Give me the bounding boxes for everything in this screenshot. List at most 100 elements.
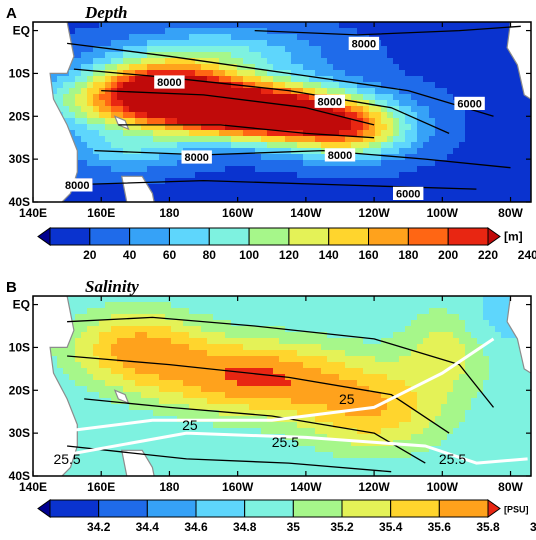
field-cell bbox=[171, 386, 178, 393]
field-cell bbox=[201, 398, 208, 405]
field-cell bbox=[339, 374, 346, 381]
field-cell bbox=[501, 112, 508, 119]
field-cell bbox=[393, 136, 400, 143]
field-cell bbox=[159, 386, 166, 393]
field-cell bbox=[345, 422, 352, 429]
field-cell bbox=[483, 178, 490, 185]
field-cell bbox=[327, 470, 334, 476]
field-cell bbox=[393, 326, 400, 333]
field-cell bbox=[159, 332, 166, 339]
field-cell bbox=[201, 94, 208, 101]
field-cell bbox=[117, 356, 124, 363]
field-cell bbox=[309, 58, 316, 65]
field-cell bbox=[357, 302, 364, 309]
field-cell bbox=[435, 118, 442, 125]
field-cell bbox=[57, 94, 64, 101]
field-cell bbox=[111, 184, 118, 191]
field-cell bbox=[195, 470, 202, 476]
field-cell bbox=[105, 338, 112, 345]
field-cell bbox=[447, 82, 454, 89]
field-cell bbox=[183, 464, 190, 471]
field-cell bbox=[87, 356, 94, 363]
field-cell bbox=[369, 118, 376, 125]
field-cell bbox=[423, 398, 430, 405]
field-cell bbox=[477, 362, 484, 369]
field-cell bbox=[135, 338, 142, 345]
field-cell bbox=[405, 398, 412, 405]
field-cell bbox=[297, 34, 304, 41]
field-cell bbox=[129, 368, 136, 375]
field-cell bbox=[375, 404, 382, 411]
field-cell bbox=[159, 118, 166, 125]
field-cell bbox=[417, 124, 424, 131]
field-cell bbox=[135, 320, 142, 327]
field-cell bbox=[231, 154, 238, 161]
field-cell bbox=[297, 136, 304, 143]
field-cell bbox=[129, 410, 136, 417]
field-cell bbox=[147, 368, 154, 375]
field-cell bbox=[153, 28, 160, 35]
field-cell bbox=[135, 28, 142, 35]
field-cell bbox=[315, 356, 322, 363]
colorbar-tick-label: 160 bbox=[358, 248, 378, 262]
field-cell bbox=[369, 70, 376, 77]
y-tick-label: 20S bbox=[9, 109, 30, 123]
field-cell bbox=[213, 76, 220, 83]
field-cell bbox=[111, 28, 118, 35]
field-cell bbox=[501, 470, 508, 476]
field-cell bbox=[507, 124, 514, 131]
field-cell bbox=[183, 314, 190, 321]
field-cell bbox=[309, 410, 316, 417]
field-cell bbox=[285, 440, 292, 447]
field-cell bbox=[141, 350, 148, 357]
field-cell bbox=[363, 392, 370, 399]
field-cell bbox=[291, 46, 298, 53]
field-cell bbox=[255, 446, 262, 453]
field-cell bbox=[87, 40, 94, 47]
field-cell bbox=[195, 296, 202, 303]
field-cell bbox=[459, 64, 466, 71]
field-cell bbox=[375, 416, 382, 423]
field-cell bbox=[255, 82, 262, 89]
field-cell bbox=[345, 362, 352, 369]
field-cell bbox=[411, 148, 418, 155]
field-cell bbox=[471, 130, 478, 137]
field-cell bbox=[459, 326, 466, 333]
plot-frame bbox=[32, 21, 532, 203]
field-cell bbox=[75, 196, 82, 202]
contour-label-bg bbox=[348, 36, 380, 50]
field-cell bbox=[297, 440, 304, 447]
field-cell bbox=[93, 470, 100, 476]
field-cell bbox=[357, 136, 364, 143]
field-cell bbox=[441, 58, 448, 65]
field-cell bbox=[117, 350, 124, 357]
field-cell bbox=[213, 118, 220, 125]
field-cell bbox=[285, 34, 292, 41]
field-cell bbox=[327, 178, 334, 185]
field-cell bbox=[333, 416, 340, 423]
field-cell bbox=[513, 160, 520, 167]
field-cell bbox=[429, 302, 436, 309]
field-cell bbox=[129, 106, 136, 113]
field-cell bbox=[201, 434, 208, 441]
field-cell bbox=[351, 404, 358, 411]
field-cell bbox=[357, 368, 364, 375]
field-cell bbox=[339, 410, 346, 417]
field-cell bbox=[183, 362, 190, 369]
field-cell bbox=[111, 94, 118, 101]
field-cell bbox=[213, 100, 220, 107]
field-cell bbox=[393, 22, 400, 29]
field-cell bbox=[405, 326, 412, 333]
field-cell bbox=[75, 94, 82, 101]
field-cell bbox=[495, 22, 502, 29]
field-cell bbox=[423, 428, 430, 435]
field-cell bbox=[375, 130, 382, 137]
field-cell bbox=[399, 112, 406, 119]
field-cell bbox=[129, 136, 136, 143]
field-cell bbox=[51, 88, 58, 95]
field-cell bbox=[261, 88, 268, 95]
field-cell bbox=[435, 296, 442, 303]
field-cell bbox=[345, 320, 352, 327]
field-cell bbox=[123, 434, 130, 441]
field-cell bbox=[447, 160, 454, 167]
